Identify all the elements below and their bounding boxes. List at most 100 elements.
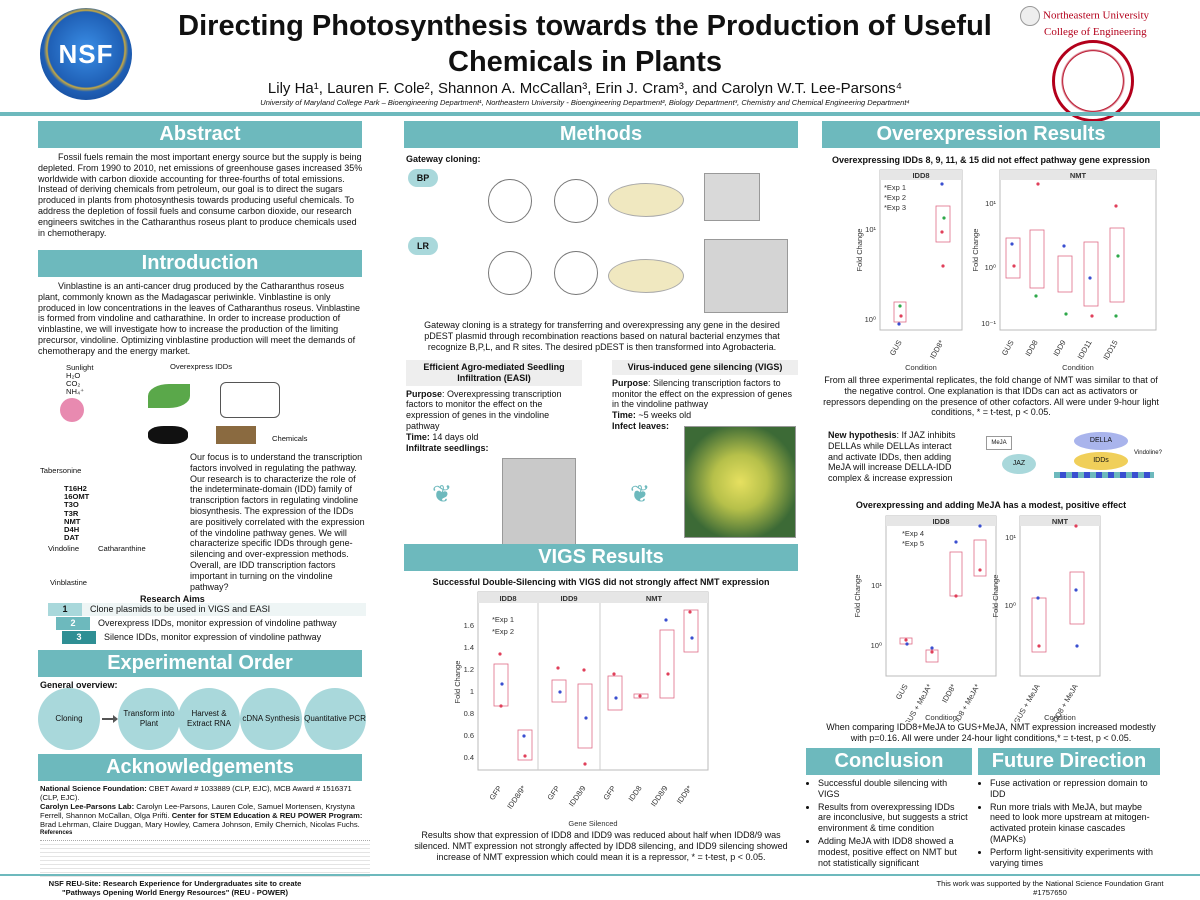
plot2-ylabel-a: Fold Change xyxy=(853,575,862,618)
pathway-steps: T16H2 16OMT T3O T3R NMT D4H DAT xyxy=(64,484,90,543)
conclusion-item: Results from overexpressing IDDs are inc… xyxy=(818,802,970,834)
meja-label: MeJA xyxy=(986,436,1012,450)
factory-icon xyxy=(216,426,256,444)
svg-text:GUS: GUS xyxy=(894,683,910,702)
plasmid-icon xyxy=(488,251,532,295)
gateway-description: Gateway cloning is a strategy for transf… xyxy=(424,320,780,352)
acknowledgements-body: National Science Foundation: CBET Award … xyxy=(40,784,370,880)
plot1-xlabel-b: Condition xyxy=(1062,363,1094,372)
future-list: Fuse activation or repression domain to … xyxy=(980,778,1162,870)
future-direction-heading: Future Direction xyxy=(978,748,1160,775)
panel-label-idd8: IDD8 xyxy=(932,517,949,526)
introduction-heading: Introduction xyxy=(38,250,362,277)
gel-image xyxy=(704,239,788,313)
panel-area xyxy=(885,515,997,677)
svg-text:IDD8*: IDD8* xyxy=(940,682,958,704)
svg-text:10⁰: 10⁰ xyxy=(865,315,876,324)
future-item: Run more trials with MeJA, but maybe nee… xyxy=(990,802,1162,845)
northeastern-logo: Northeastern University College of Engin… xyxy=(1020,6,1170,38)
northeastern-seal-icon xyxy=(1052,40,1134,122)
panel-area xyxy=(999,169,1157,331)
svg-text:10¹: 10¹ xyxy=(871,581,882,590)
plot2-xlabel-b: Condition xyxy=(1044,713,1076,722)
svg-text:IDD8*: IDD8* xyxy=(928,338,946,360)
gateway-cloning-figure: BP LR xyxy=(404,165,798,315)
svg-text:GUS + MeJA: GUS + MeJA xyxy=(1012,683,1042,723)
plot1-ylabel-b: Fold Change xyxy=(971,229,980,272)
vigs-ylabel: Fold Change xyxy=(453,661,462,704)
dna-icon xyxy=(1054,472,1154,478)
experimental-order-heading: Experimental Order xyxy=(38,650,362,677)
svg-text:0.4: 0.4 xyxy=(464,753,474,762)
flow-step-cloning: Cloning xyxy=(38,688,100,750)
new-hypothesis: New hypothesis: If JAZ inhibits DELLAs w… xyxy=(828,430,956,484)
svg-text:IDD9: IDD9 xyxy=(1051,339,1067,358)
aim-2: 2 Overexpress IDDs, monitor expression of… xyxy=(56,617,366,630)
aim-3: 3 Silence IDDs, monitor expression of vin… xyxy=(62,631,366,644)
vinblastine-structure-icon xyxy=(220,382,280,418)
flow-step-transform: Transform into Plant xyxy=(118,688,180,750)
svg-text:IDD9*: IDD9* xyxy=(675,784,694,806)
svg-text:GUS: GUS xyxy=(1000,339,1016,358)
plot2-xlabel-a: Condition xyxy=(925,713,957,722)
aim-1: 1 Clone plasmids to be used in VIGS and E… xyxy=(48,603,366,616)
intro-figure: Sunlight H₂O CO₂ NH₄⁺ Overexpress IDDs Chem… xyxy=(40,362,370,452)
legend-exp4: *Exp 4 xyxy=(902,529,924,538)
overexpression-caption1: From all three experimental replicates, … xyxy=(823,375,1159,418)
panel-label-idd9: IDD9 xyxy=(560,594,577,603)
legend-exp1: *Exp 1 xyxy=(492,615,514,624)
overexpression-plot1: IDD8 *Exp 1 *Exp 2 *Exp 3 10¹ 10⁰ Fold C… xyxy=(855,169,1157,372)
panel-label-idd8: IDD8 xyxy=(912,171,929,180)
vigs-box: Virus-induced gene silencing (VIGS) Purp… xyxy=(612,360,798,526)
overexpression-caption2: When comparing IDD8+MeJA to GUS+MeJA, NM… xyxy=(826,722,1156,743)
svg-text:IDD8: IDD8 xyxy=(1023,339,1039,358)
petri-dish-icon xyxy=(608,259,684,293)
easi-box: Efficient Agro-mediated Seedling Infiltr… xyxy=(406,360,582,526)
svg-text:GUS: GUS xyxy=(888,339,904,358)
future-item: Perform light-sensitivity experiments wi… xyxy=(990,847,1162,869)
petri-dish-icon xyxy=(608,183,684,217)
svg-text:0.8: 0.8 xyxy=(464,709,474,718)
gel-image xyxy=(704,173,760,221)
seedling-icon: ❦ xyxy=(630,481,651,508)
svg-text:IDD8/9: IDD8/9 xyxy=(567,784,588,808)
vigs-results-heading: VIGS Results xyxy=(404,544,798,571)
conclusion-item: Successful double silencing with VIGS xyxy=(818,778,970,800)
abstract-body: Fossil fuels remain the most important e… xyxy=(38,152,363,238)
plasmid-icon xyxy=(554,251,598,295)
fig-inputs: Sunlight H₂O CO₂ NH₄⁺ xyxy=(66,363,94,396)
vigs-plot-area xyxy=(477,591,709,771)
svg-text:1.6: 1.6 xyxy=(464,621,474,630)
vigs-xlabel: Gene Silenced xyxy=(568,819,617,828)
plot2-ylabel-b: Fold Change xyxy=(991,575,1000,618)
vigs-boxplot: IDD8 IDD9 NMT 1.6 1.4 1.2 1 0.8 0.6 0.4 … xyxy=(453,591,709,828)
nsf-logo: NSF xyxy=(40,8,132,100)
plasmid-icon xyxy=(488,179,532,223)
conclusion-heading: Conclusion xyxy=(806,748,972,775)
panel-header xyxy=(600,592,708,603)
footer-divider xyxy=(0,874,1200,876)
vigs-title: Virus-induced gene silencing (VIGS) xyxy=(612,360,798,375)
fig-chemicals-label: Chemicals xyxy=(272,434,308,443)
bp-label: BP xyxy=(408,169,438,187)
svg-text:IDD11: IDD11 xyxy=(1076,339,1094,361)
leaf-icon xyxy=(148,384,190,408)
footer-right: This work was supported by the National … xyxy=(936,879,1164,897)
panel-label-idd8: IDD8 xyxy=(499,594,516,603)
della-idd-diagram: MeJA JAZ DELLA IDDs Vindoline? xyxy=(974,430,1164,486)
conclusion-item: Adding MeJA with IDD8 showed a modest, p… xyxy=(818,836,970,868)
vindoline-label: Vindoline? xyxy=(1134,450,1162,456)
seedling-icon: ❦ xyxy=(432,481,453,508)
svg-text:10⁰: 10⁰ xyxy=(985,263,996,272)
panel-label-nmt: NMT xyxy=(646,594,663,603)
svg-text:10¹: 10¹ xyxy=(1005,533,1016,542)
gateway-label: Gateway cloning: xyxy=(406,154,481,164)
overexpression-plot1-title: Overexpressing IDDs 8, 9, 11, & 15 did n… xyxy=(831,155,1151,165)
svg-text:0.6: 0.6 xyxy=(464,731,474,740)
svg-text:IDD8/9: IDD8/9 xyxy=(649,784,670,808)
svg-text:GFP: GFP xyxy=(487,784,503,802)
panel-header xyxy=(538,592,600,603)
svg-text:10⁻¹: 10⁻¹ xyxy=(981,319,996,328)
pathway-vindoline: Vindoline xyxy=(48,544,80,553)
references-fineprint xyxy=(40,840,370,880)
